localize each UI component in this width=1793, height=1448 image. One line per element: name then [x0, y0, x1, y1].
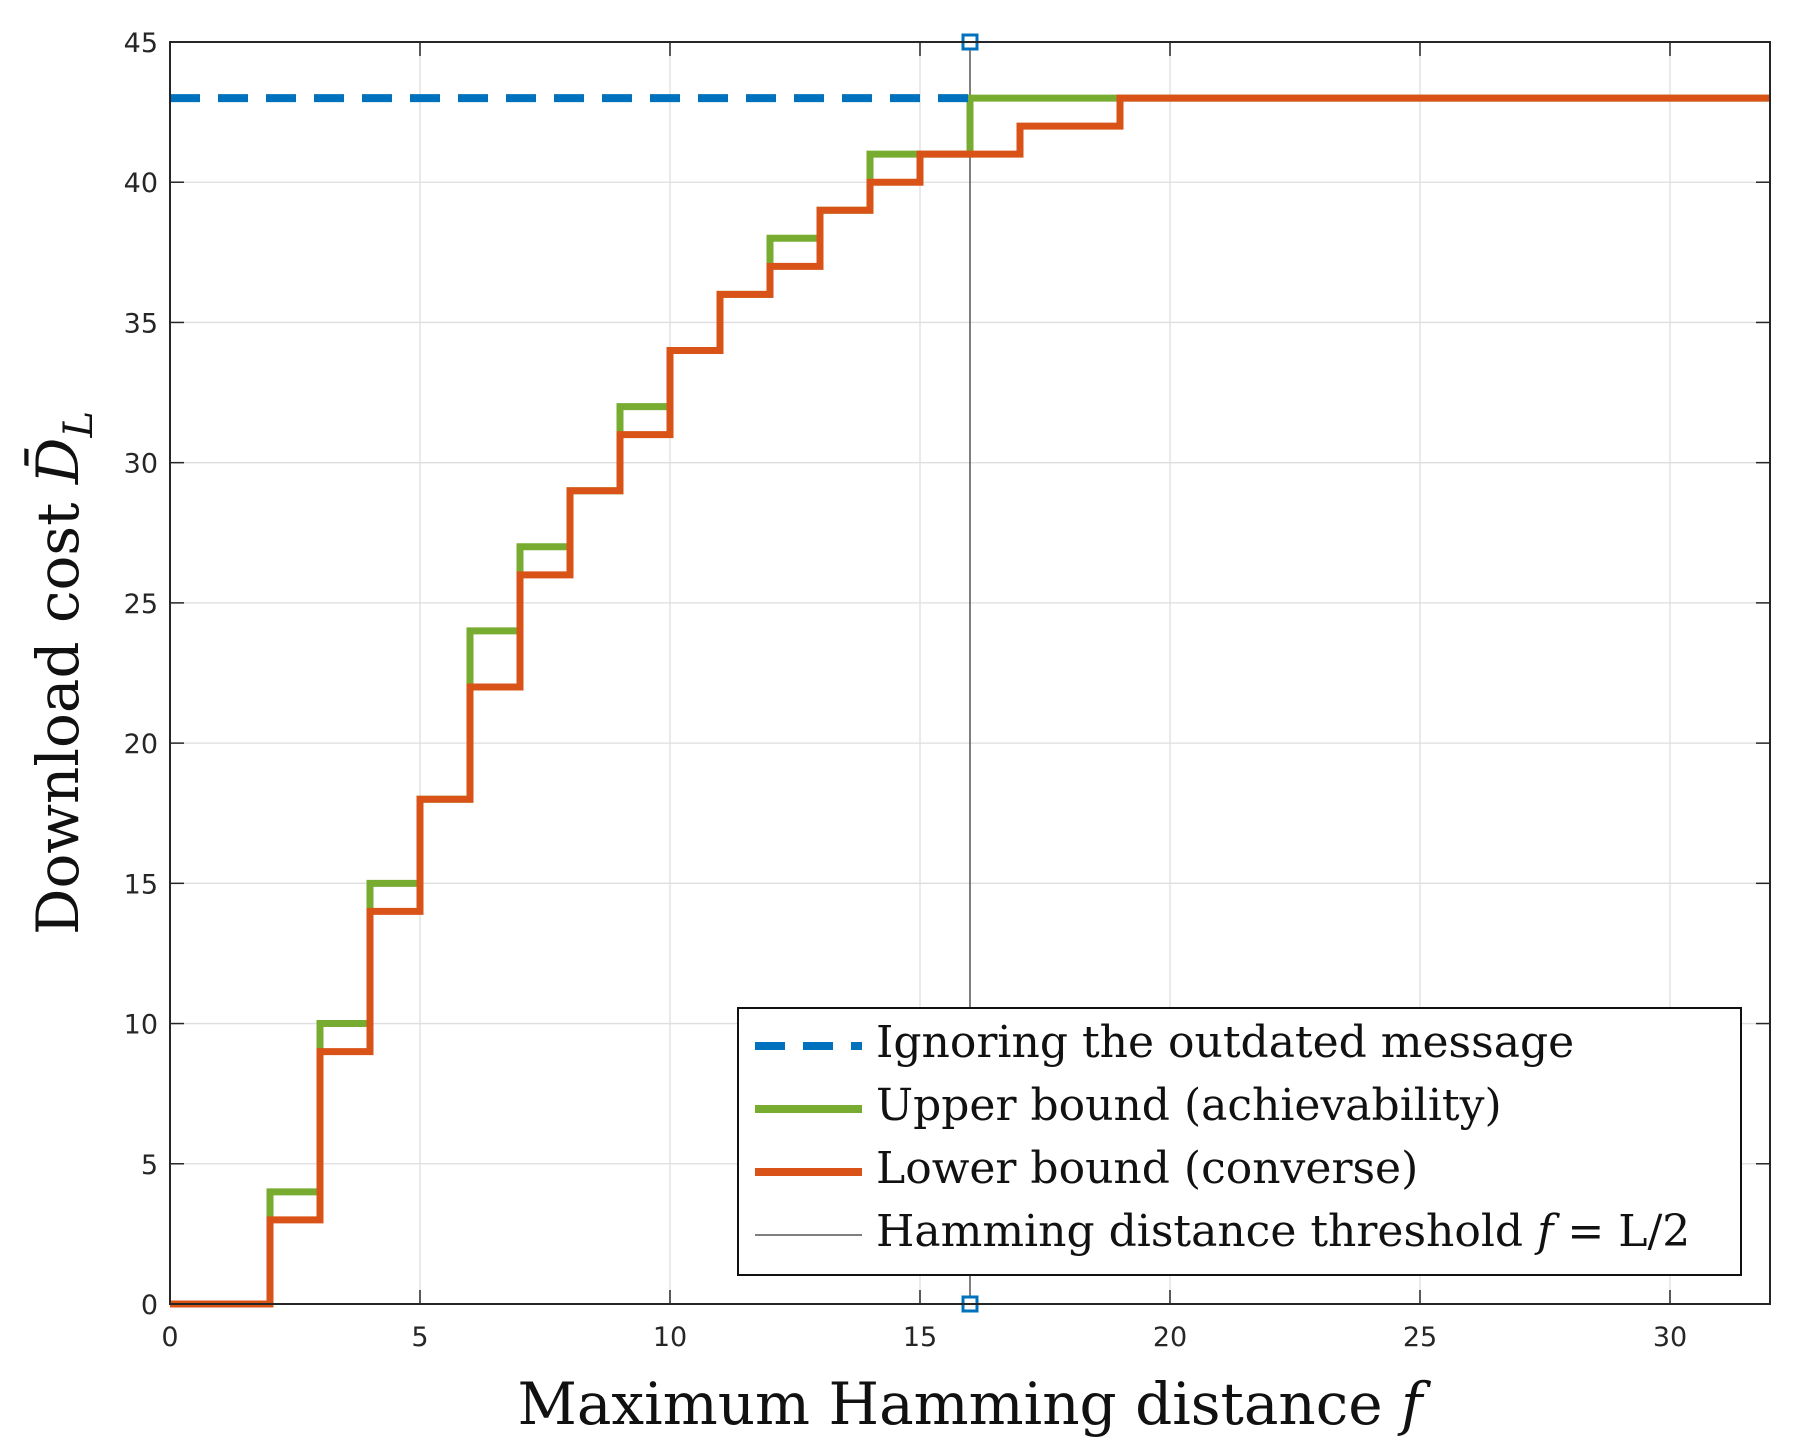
- x-axis-title: Maximum Hamming distance f: [517, 1370, 1432, 1438]
- y-tick-label: 25: [124, 589, 158, 620]
- legend: Ignoring the outdated message Upper boun…: [737, 1007, 1742, 1276]
- x-tick-label: 15: [903, 1322, 937, 1353]
- y-tick-label: 30: [124, 449, 158, 480]
- x-tick-label: 30: [1653, 1322, 1687, 1353]
- y-tick-label: 35: [124, 308, 158, 339]
- x-tick-label: 10: [653, 1322, 687, 1353]
- y-tick-label: 20: [124, 729, 158, 760]
- x-tick-label: 20: [1153, 1322, 1187, 1353]
- legend-label-ignoring: Ignoring the outdated message: [876, 1017, 1574, 1068]
- legend-box: [737, 1007, 1742, 1276]
- x-tick-label: 0: [161, 1322, 178, 1353]
- ticks: 0 5 10 15 20 25 30 0 5 10 15 20 25 30 35 40 45: [124, 28, 1770, 1353]
- legend-label-lower-bound: Lower bound (converse): [876, 1143, 1418, 1194]
- y-axis-title: Download cost D̄L: [23, 411, 102, 935]
- x-tick-label: 25: [1403, 1322, 1437, 1353]
- y-tick-label: 0: [141, 1290, 158, 1321]
- y-tick-label: 10: [124, 1010, 158, 1041]
- legend-label-upper-bound: Upper bound (achievability): [876, 1080, 1502, 1131]
- plot-frame: [169, 41, 1771, 1305]
- x-tick-label: 5: [411, 1322, 428, 1353]
- y-tick-label: 15: [124, 869, 158, 900]
- legend-label-threshold: Hamming distance threshold f = L/2: [876, 1206, 1690, 1257]
- y-tick-label: 5: [141, 1150, 158, 1181]
- y-tick-label: 40: [124, 168, 158, 199]
- lower-bound-line: [170, 94, 1770, 1308]
- y-tick-label: 45: [124, 28, 158, 59]
